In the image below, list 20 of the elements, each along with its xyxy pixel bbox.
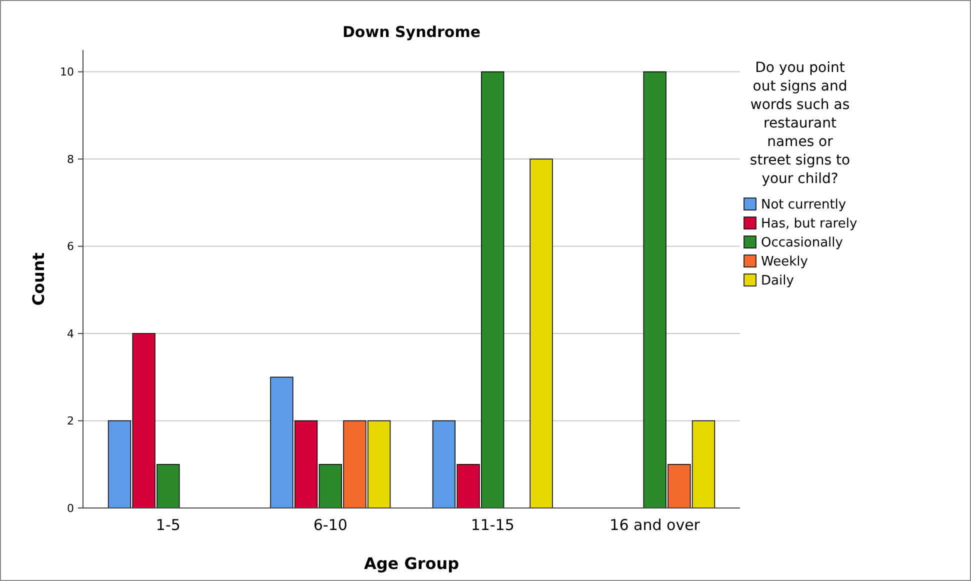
x-tick-label: 11-15 <box>470 516 514 534</box>
legend-label: Daily <box>761 274 794 289</box>
y-tick-label: 2 <box>67 414 74 428</box>
x-tick-label: 16 and over <box>610 516 701 534</box>
x-axis-title: Age Group <box>364 554 460 573</box>
y-axis-title: Count <box>29 252 48 306</box>
legend-label: Has, but rarely <box>761 216 858 232</box>
x-tick-label: 1-5 <box>156 516 180 534</box>
legend-title: Do you point out signs and words such as restaurant names or street signs to your child? <box>750 60 850 187</box>
legend-label: Occasionally <box>761 236 844 251</box>
chart-title: Down Syndrome <box>342 23 481 41</box>
y-tick-label: 8 <box>67 152 74 166</box>
y-tick-label: 0 <box>67 502 74 515</box>
y-tick-label: 10 <box>60 66 74 79</box>
y-tick-label: 6 <box>67 240 74 254</box>
bar <box>530 158 553 508</box>
legend-label: Weekly <box>761 254 808 270</box>
y-tick-label: 4 <box>67 327 74 340</box>
x-tick-label: 6-10 <box>313 516 348 534</box>
legend-label: Not currently <box>761 198 846 213</box>
